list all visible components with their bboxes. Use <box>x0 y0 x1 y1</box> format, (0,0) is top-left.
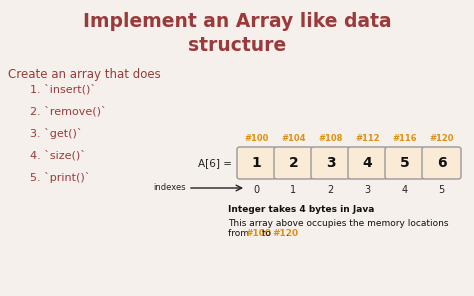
Text: 2. `remove()`: 2. `remove()` <box>30 106 107 117</box>
Text: to: to <box>259 229 273 238</box>
Text: This array above occupies the memory locations: This array above occupies the memory loc… <box>228 219 448 228</box>
Text: 4: 4 <box>363 156 373 170</box>
Text: 1: 1 <box>291 185 297 195</box>
FancyBboxPatch shape <box>274 147 313 179</box>
Text: 5: 5 <box>438 185 445 195</box>
Text: #100: #100 <box>245 229 271 238</box>
Text: 1: 1 <box>252 156 261 170</box>
Text: 6: 6 <box>437 156 447 170</box>
Text: 0: 0 <box>254 185 260 195</box>
Text: 1. `insert()`: 1. `insert()` <box>30 84 96 94</box>
Text: indexes: indexes <box>154 184 186 192</box>
Text: #120: #120 <box>429 134 454 143</box>
Text: 4: 4 <box>401 185 408 195</box>
Text: 3. `get()`: 3. `get()` <box>30 128 82 139</box>
Text: 3: 3 <box>326 156 335 170</box>
FancyBboxPatch shape <box>422 147 461 179</box>
Text: #104: #104 <box>281 134 306 143</box>
Text: 2: 2 <box>289 156 298 170</box>
Text: A[6] =: A[6] = <box>198 158 232 168</box>
Text: #112: #112 <box>355 134 380 143</box>
FancyBboxPatch shape <box>385 147 424 179</box>
Text: structure: structure <box>188 36 286 55</box>
Text: .: . <box>286 229 289 238</box>
Text: #100: #100 <box>244 134 269 143</box>
FancyBboxPatch shape <box>237 147 276 179</box>
Text: 5. `print()`: 5. `print()` <box>30 172 91 183</box>
Text: 4. `size()`: 4. `size()` <box>30 150 86 160</box>
Text: 5: 5 <box>400 156 410 170</box>
Text: #116: #116 <box>392 134 417 143</box>
Text: #120: #120 <box>272 229 298 238</box>
Text: Integer takes 4 bytes in Java: Integer takes 4 bytes in Java <box>228 205 374 214</box>
FancyBboxPatch shape <box>348 147 387 179</box>
Text: from: from <box>228 229 252 238</box>
Text: Implement an Array like data: Implement an Array like data <box>82 12 392 31</box>
Text: 2: 2 <box>328 185 334 195</box>
Text: Create an array that does: Create an array that does <box>8 68 161 81</box>
FancyBboxPatch shape <box>311 147 350 179</box>
Text: #108: #108 <box>319 134 343 143</box>
Text: 3: 3 <box>365 185 371 195</box>
